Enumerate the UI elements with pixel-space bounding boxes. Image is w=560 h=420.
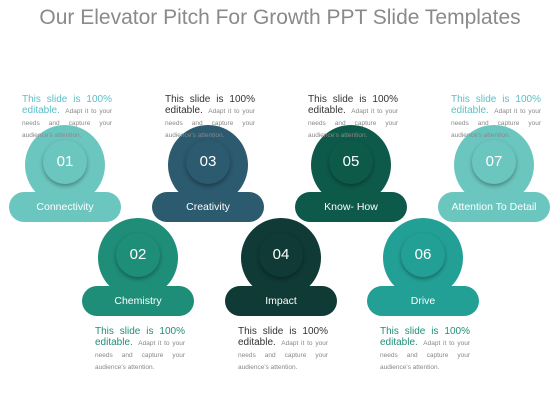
- item-label: Attention To Detail: [438, 192, 550, 222]
- item-heading: This slide is 100% editable.: [165, 94, 255, 116]
- item-label: Impact: [225, 286, 337, 316]
- item-label: Creativity: [152, 192, 264, 222]
- item-label: Drive: [367, 286, 479, 316]
- item-label: Chemistry: [82, 286, 194, 316]
- number-badge: 03: [186, 140, 230, 184]
- item-body: Adapt it to your needs and capture your …: [380, 340, 470, 371]
- item-text: This slide is 100% editable. Adapt it to…: [22, 93, 112, 140]
- item-text: This slide is 100% editable. Adapt it to…: [238, 325, 328, 372]
- number-badge: 07: [472, 140, 516, 184]
- item-text: This slide is 100% editable. Adapt it to…: [95, 325, 185, 372]
- item-body: Adapt it to your needs and capture your …: [95, 340, 185, 371]
- item-heading: This slide is 100% editable.: [22, 94, 112, 116]
- item-heading: This slide is 100% editable.: [238, 326, 328, 348]
- item-text: This slide is 100% editable. Adapt it to…: [165, 93, 255, 140]
- slide-title: Our Elevator Pitch For Growth PPT Slide …: [39, 6, 521, 29]
- item-body: Adapt it to your needs and capture your …: [451, 108, 541, 139]
- item-heading: This slide is 100% editable.: [380, 326, 470, 348]
- item-text: This slide is 100% editable. Adapt it to…: [451, 93, 541, 140]
- item-label: Connectivity: [9, 192, 121, 222]
- item-heading: This slide is 100% editable.: [95, 326, 185, 348]
- item-label: Know- How: [295, 192, 407, 222]
- number-badge: 05: [329, 140, 373, 184]
- item-body: Adapt it to your needs and capture your …: [308, 108, 398, 139]
- item-body: Adapt it to your needs and capture your …: [22, 108, 112, 139]
- item-body: Adapt it to your needs and capture your …: [238, 340, 328, 371]
- number-badge: 04: [259, 233, 303, 277]
- item-heading: This slide is 100% editable.: [451, 94, 541, 116]
- number-badge: 06: [401, 233, 445, 277]
- number-badge: 02: [116, 233, 160, 277]
- number-badge: 01: [43, 140, 87, 184]
- item-text: This slide is 100% editable. Adapt it to…: [308, 93, 398, 140]
- item-heading: This slide is 100% editable.: [308, 94, 398, 116]
- item-body: Adapt it to your needs and capture your …: [165, 108, 255, 139]
- item-text: This slide is 100% editable. Adapt it to…: [380, 325, 470, 372]
